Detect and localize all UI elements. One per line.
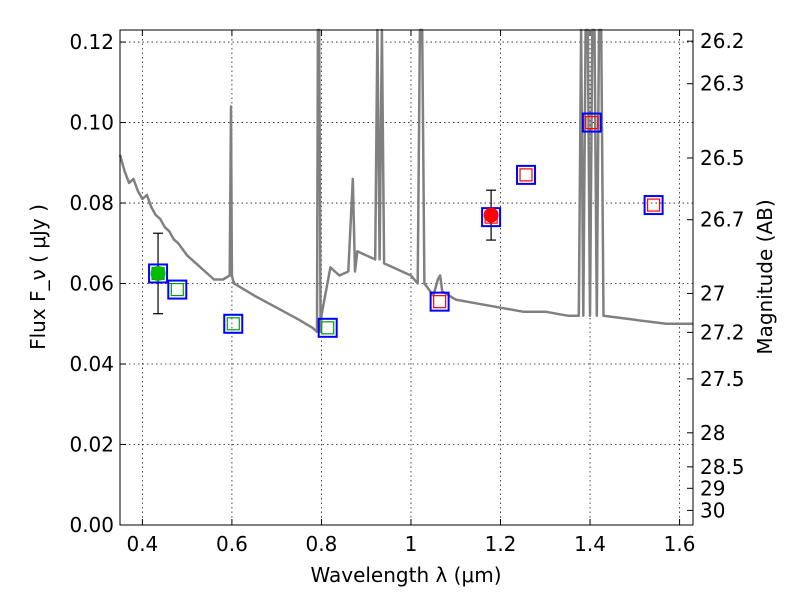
mag-tick-label: 28.5 [700, 455, 745, 479]
ticks: 0.4 0.6 0.8 1 1.2 1.4 1.6 0.00 0.02 0.04 0.06 0.08 0… [69, 29, 744, 556]
mag-tick-label: 26.3 [700, 72, 745, 96]
x-tick-label: 1.4 [574, 532, 606, 556]
x-tick-label: 1 [405, 532, 418, 556]
boxed-green-inner-square [170, 282, 184, 297]
mag-tick-label: 27.5 [700, 367, 745, 391]
boxed-red-inner-square [433, 295, 447, 309]
boxed-red-inner-square [519, 168, 533, 182]
x-tick-label: 1.2 [485, 532, 517, 556]
boxed-red-outer-square [516, 164, 537, 185]
x-axis-label: Wavelength λ (μm) [310, 563, 501, 587]
detection-point [150, 265, 166, 281]
mag-tick-label: 27 [700, 281, 725, 305]
mag-tick-label: 26.2 [700, 29, 745, 53]
y-tick-label: 0.04 [69, 352, 114, 376]
grid [120, 30, 693, 525]
model-spectrum-line [118, 28, 693, 334]
x-tick-label: 1.6 [664, 532, 696, 556]
x-tick-label: 0.8 [306, 532, 338, 556]
boxed-red-outer-square [581, 112, 602, 133]
photometry-points [148, 112, 664, 338]
mag-tick-label: 30 [700, 498, 725, 522]
boxed-green-outer-square [167, 279, 188, 300]
mag-tick-label: 26.5 [700, 146, 745, 170]
x-tick-label: 0.4 [126, 532, 158, 556]
mag-tick-label: 29 [700, 476, 725, 500]
boxed-red-outer-square [643, 195, 664, 216]
boxed-green-outer-square [223, 313, 244, 334]
boxed-green-inner-square [226, 317, 240, 331]
mag-tick-label: 28 [700, 421, 725, 445]
model-spectrum [118, 28, 693, 334]
y-axis-label: Flux F_ν ( μJy ) [26, 204, 50, 350]
boxed-red-inner-square [647, 198, 661, 212]
y-tick-label: 0.02 [69, 433, 114, 457]
boxed-green-outer-square [148, 263, 169, 284]
y-tick-label: 0.08 [69, 191, 114, 215]
mag-tick-label: 26.7 [700, 208, 745, 232]
y-tick-label: 0.00 [69, 513, 114, 537]
y-tick-label: 0.10 [69, 111, 114, 135]
detection-point [483, 207, 499, 223]
boxed-red-outer-square [429, 291, 450, 312]
boxed-green-outer-square [317, 317, 338, 338]
right-axis-label: Magnitude (AB) [753, 199, 777, 354]
plot-frame [119, 29, 694, 526]
y-tick-label: 0.06 [69, 272, 114, 296]
boxed-red-inner-square [585, 115, 599, 130]
boxed-green-inner-square [321, 321, 335, 335]
x-tick-label: 0.6 [216, 532, 248, 556]
mag-tick-label: 27.2 [700, 320, 745, 344]
y-tick-label: 0.12 [69, 30, 114, 54]
